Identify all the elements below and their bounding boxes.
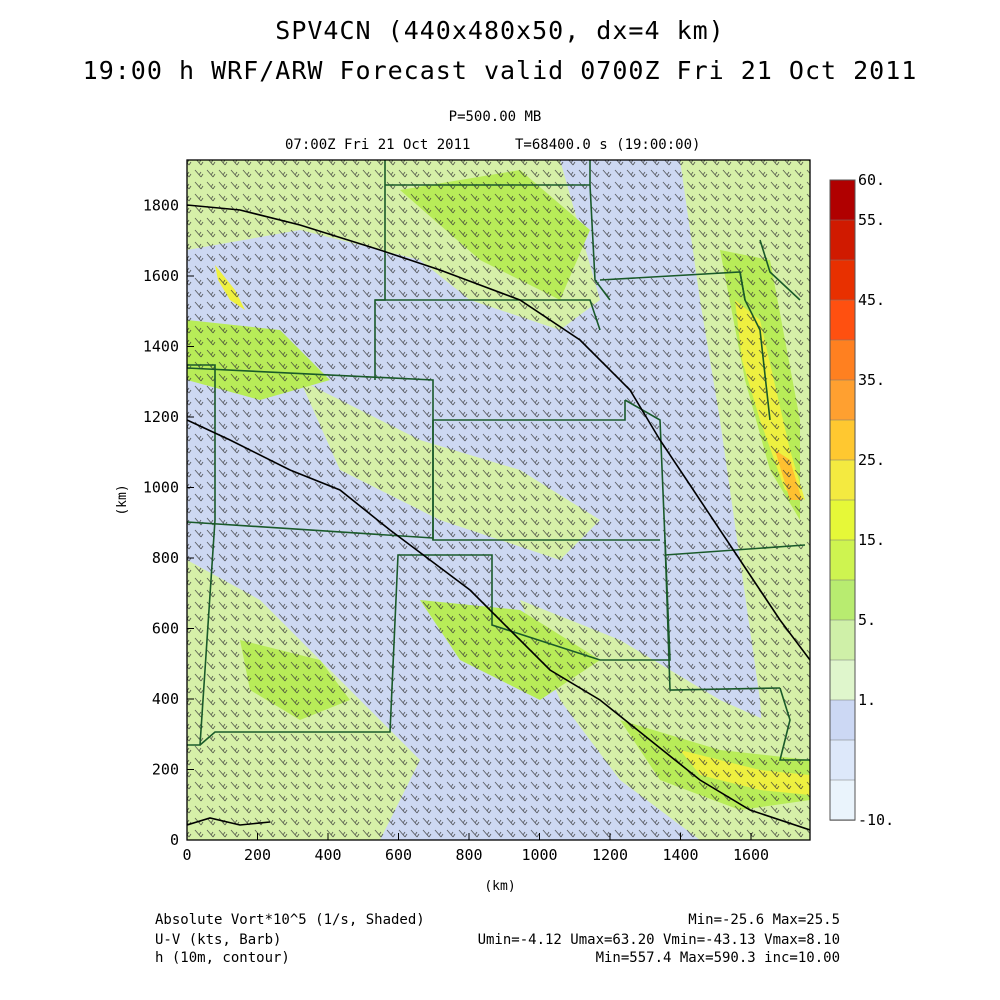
time-step: T=68400.0 s (19:00:00) — [515, 137, 701, 153]
plot-frame — [186, 159, 811, 841]
colorbar-segment — [829, 259, 856, 301]
colorbar-segment — [829, 739, 856, 781]
y-tick-label: 600 — [152, 620, 179, 638]
colorbar-label: 1. — [858, 691, 876, 709]
y-tick-label: 1400 — [143, 338, 179, 356]
colorbar-label: 35. — [858, 371, 885, 389]
colorbar-segment — [829, 659, 856, 701]
plot-title: SPV4CN (440x480x50, dx=4 km) — [275, 16, 725, 45]
colorbar-label: -10. — [858, 811, 894, 829]
x-tick-label: 200 — [244, 846, 271, 864]
x-axis: 0 200 400 600 800 1000 1200 1400 1600 — [182, 833, 769, 864]
colorbar-segment — [829, 779, 856, 821]
field1-stats: Min=-25.6 Max=25.5 — [688, 912, 840, 928]
colorbar-segment — [829, 579, 856, 621]
height-contours — [187, 204, 810, 831]
y-axis-label: (km) — [115, 484, 130, 515]
field1-label: Absolute Vort*10^5 (1/s, Shaded) — [155, 912, 425, 928]
x-tick-label: 1000 — [521, 846, 557, 864]
state-borders — [187, 160, 810, 761]
colorbar-label: 55. — [858, 211, 885, 229]
y-tick-label: 0 — [170, 831, 179, 849]
x-tick-label: 400 — [314, 846, 341, 864]
vorticity-field — [187, 160, 810, 840]
x-tick-label: 1400 — [662, 846, 698, 864]
colorbar-segment — [829, 379, 856, 421]
x-tick-label: 0 — [182, 846, 191, 864]
y-tick-label: 400 — [152, 690, 179, 708]
colorbar-frame — [829, 179, 856, 821]
colorbar-segment — [829, 179, 856, 221]
colorbar-label: 60. — [858, 171, 885, 189]
colorbar-label: 15. — [858, 531, 885, 549]
wind-barbs — [187, 160, 810, 840]
x-tick-label: 600 — [385, 846, 412, 864]
y-axis: 0 200 400 600 800 1000 1200 1400 1600 1800 — [143, 197, 194, 849]
y-tick-label: 800 — [152, 549, 179, 567]
colorbar-segment — [829, 219, 856, 261]
y-tick-label: 1000 — [143, 479, 179, 497]
colorbar-labels: 60. 55. 45. 35. 25. 15. 5. 1. -10. — [858, 171, 894, 829]
colorbar-segment — [829, 459, 856, 501]
colorbar-segment — [829, 339, 856, 381]
colorbar-segment — [829, 419, 856, 461]
plot-subtitle: 19:00 h WRF/ARW Forecast valid 0700Z Fri… — [82, 56, 918, 85]
x-tick-label: 1600 — [733, 846, 769, 864]
colorbar-label: 5. — [858, 611, 876, 629]
x-tick-label: 800 — [455, 846, 482, 864]
colorbar-segment — [829, 539, 856, 581]
field2-label: U-V (kts, Barb) — [155, 932, 282, 948]
colorbar-label: 45. — [858, 291, 885, 309]
colorbar-segment — [829, 299, 856, 341]
colorbar-segment — [829, 699, 856, 741]
x-tick-label: 1200 — [592, 846, 628, 864]
colorbar-segment — [829, 619, 856, 661]
valid-time: 07:00Z Fri 21 Oct 2011 — [285, 137, 471, 153]
x-axis-label: (km) — [484, 879, 515, 894]
y-tick-label: 1600 — [143, 267, 179, 285]
y-tick-label: 200 — [152, 761, 179, 779]
y-tick-label: 1200 — [143, 408, 179, 426]
colorbar — [829, 179, 856, 821]
field2-stats: Umin=-4.12 Umax=63.20 Vmin=-43.13 Vmax=8… — [477, 932, 840, 948]
y-tick-label: 1800 — [143, 197, 179, 215]
field3-stats: Min=557.4 Max=590.3 inc=10.00 — [595, 950, 840, 966]
colorbar-label: 25. — [858, 451, 885, 469]
field3-label: h (10m, contour) — [155, 950, 290, 966]
pressure-level: P=500.00 MB — [448, 109, 542, 125]
colorbar-segment — [829, 499, 856, 541]
